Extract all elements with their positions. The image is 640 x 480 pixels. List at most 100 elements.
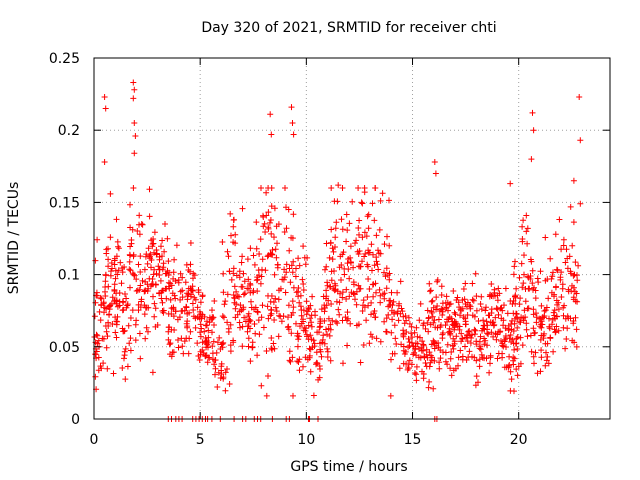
data-point xyxy=(412,346,419,353)
data-point xyxy=(423,346,430,353)
x-tick-label: 5 xyxy=(196,432,205,448)
data-point xyxy=(562,259,569,266)
data-point xyxy=(330,248,337,255)
data-point xyxy=(369,281,376,288)
data-point xyxy=(543,349,549,356)
data-point xyxy=(537,268,544,275)
data-point xyxy=(569,337,576,344)
data-point xyxy=(336,299,343,306)
data-point xyxy=(561,302,568,309)
data-point xyxy=(507,368,514,375)
data-point xyxy=(463,357,470,363)
data-point xyxy=(570,177,577,184)
data-point xyxy=(537,321,544,328)
data-point xyxy=(227,321,234,328)
data-point xyxy=(523,326,530,333)
data-point xyxy=(530,353,537,360)
data-point xyxy=(121,352,128,359)
data-point xyxy=(165,328,172,335)
data-point xyxy=(386,242,393,249)
data-point xyxy=(220,339,227,346)
data-point xyxy=(567,315,574,322)
data-point xyxy=(329,245,336,252)
data-point xyxy=(97,317,104,324)
data-point xyxy=(511,263,518,270)
data-point xyxy=(197,321,204,328)
data-point xyxy=(265,315,272,322)
data-point xyxy=(537,315,544,322)
data-point xyxy=(507,180,514,187)
data-point xyxy=(127,347,134,354)
data-point xyxy=(150,293,156,300)
data-point xyxy=(534,275,541,282)
data-point xyxy=(173,242,180,249)
data-point xyxy=(111,281,118,288)
data-point xyxy=(240,270,247,277)
data-point xyxy=(542,362,549,369)
data-point xyxy=(478,306,485,313)
data-point xyxy=(381,269,387,276)
data-point xyxy=(488,310,495,316)
data-point xyxy=(520,217,527,224)
data-point xyxy=(113,253,120,260)
data-point xyxy=(232,305,239,312)
data-point xyxy=(222,369,229,376)
data-point xyxy=(151,313,158,320)
data-point xyxy=(449,342,456,349)
data-point xyxy=(132,321,139,328)
data-point xyxy=(203,340,210,347)
data-point xyxy=(549,321,555,328)
data-point xyxy=(478,351,485,358)
data-point xyxy=(514,372,521,379)
data-point xyxy=(295,336,302,343)
data-point xyxy=(432,324,439,331)
data-point xyxy=(263,348,270,354)
data-point xyxy=(533,319,540,326)
data-point xyxy=(196,314,203,320)
data-point xyxy=(510,310,517,317)
data-point xyxy=(510,297,517,304)
data-point xyxy=(519,284,526,291)
data-point xyxy=(559,281,566,288)
data-point xyxy=(388,356,394,363)
data-point xyxy=(510,354,517,361)
data-point xyxy=(231,295,238,302)
data-point xyxy=(450,288,457,294)
data-point xyxy=(300,243,307,250)
data-point xyxy=(383,328,390,335)
data-point xyxy=(408,330,415,337)
data-point xyxy=(228,232,234,239)
data-point xyxy=(519,223,526,230)
data-point xyxy=(356,217,363,224)
data-point xyxy=(326,332,333,339)
data-point xyxy=(304,333,310,340)
data-point xyxy=(360,302,366,309)
data-point xyxy=(290,211,297,218)
data-point xyxy=(426,363,433,370)
data-point xyxy=(405,314,412,321)
data-point xyxy=(309,293,316,300)
data-point xyxy=(505,322,512,329)
data-point xyxy=(523,212,530,219)
data-point xyxy=(466,302,473,309)
data-point xyxy=(516,301,523,308)
data-point xyxy=(482,307,489,314)
data-point xyxy=(144,260,151,267)
data-point xyxy=(166,341,173,348)
data-point xyxy=(216,334,223,341)
data-point xyxy=(428,357,435,364)
data-point xyxy=(163,285,170,292)
data-point xyxy=(511,346,518,353)
data-point xyxy=(227,342,234,349)
data-point xyxy=(510,271,517,278)
data-point xyxy=(148,237,155,244)
data-point xyxy=(116,302,123,309)
data-point xyxy=(136,286,143,293)
data-point xyxy=(221,301,228,308)
data-point xyxy=(499,354,506,361)
data-point xyxy=(296,262,303,269)
data-point xyxy=(300,281,307,287)
data-point xyxy=(123,304,130,311)
data-point xyxy=(439,308,446,315)
data-point xyxy=(98,302,105,309)
